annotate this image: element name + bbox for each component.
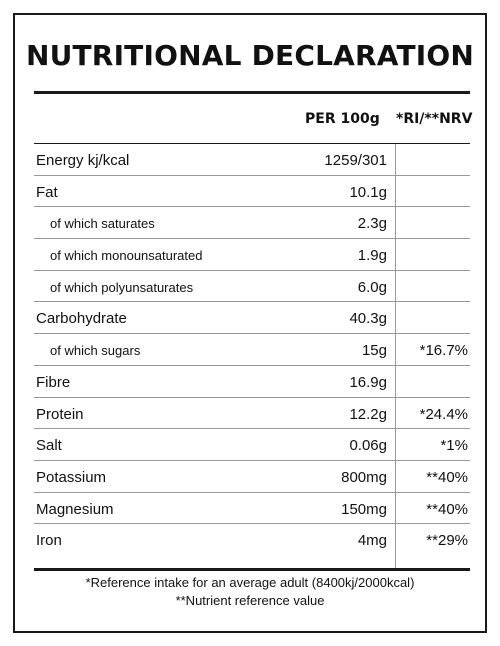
table-row: Energy kj/kcal 1259/301 — [34, 144, 470, 176]
nutrient-name: of which monounsaturated — [50, 248, 203, 264]
nutrition-table: Energy kj/kcal 1259/301 Fat 10.1g of which s… — [34, 144, 470, 556]
nutrition-panel: NUTRITIONAL DECLARATION PER 100g *RI/**N… — [13, 13, 487, 633]
nutrient-value: 40.3g — [349, 310, 387, 328]
nutrient-value: 6.0g — [357, 278, 387, 296]
nutrient-ri-nrv: *16.7% — [419, 342, 468, 360]
table-row: of which saturates 2.3g — [34, 207, 470, 240]
nutrient-name: Magnesium — [36, 500, 114, 518]
table-row: Fat 10.1g — [34, 176, 470, 208]
nutrient-value: 4mg — [357, 532, 387, 550]
table-row: of which sugars 15g *16.7% — [34, 334, 470, 366]
nutrient-value: 15g — [361, 342, 387, 360]
nutrient-value: 12.2g — [349, 405, 387, 423]
page-title: NUTRITIONAL DECLARATION — [25, 39, 475, 72]
nutrient-name: Iron — [36, 532, 62, 550]
header-divider — [34, 143, 470, 144]
table-row: Carbohydrate 40.3g — [34, 302, 470, 335]
nutrient-value: 150mg — [341, 500, 387, 518]
table-row: Salt 0.06g *1% — [34, 429, 470, 461]
nutrient-value: 1259/301 — [324, 152, 387, 169]
nutrient-name: Protein — [36, 405, 84, 423]
table-row: Fibre 16.9g — [34, 366, 470, 398]
nutrient-value: 16.9g — [349, 373, 387, 391]
nutrient-name: of which saturates — [50, 216, 155, 232]
table-row: of which monounsaturated 1.9g — [34, 239, 470, 271]
footer-divider — [34, 568, 470, 571]
nutrient-ri-nrv: *1% — [440, 437, 468, 455]
column-header-ri-nrv: *RI/**NRV — [396, 111, 473, 127]
footnote-reference-intake: *Reference intake for an average adult (… — [85, 575, 415, 590]
nutrient-name: Salt — [36, 437, 62, 455]
nutrient-name: Fibre — [36, 373, 71, 391]
nutrient-ri-nrv: **40% — [426, 500, 468, 518]
nutrient-name: Fat — [36, 183, 58, 201]
nutrient-name: Carbohydrate — [36, 310, 127, 328]
nutrient-value: 0.06g — [349, 437, 387, 455]
nutrient-name: Potassium — [36, 468, 107, 486]
title-divider — [34, 91, 470, 94]
nutrient-value: 800mg — [341, 468, 387, 486]
nutrient-name: Energy kj/kcal — [36, 152, 130, 169]
nutrient-name: of which sugars — [50, 343, 141, 359]
nutrient-name: of which polyunsaturates — [50, 279, 194, 295]
nutrient-ri-nrv: **29% — [426, 532, 468, 550]
footnote-nutrient-reference: **Nutrient reference value — [175, 593, 325, 608]
table-row: Protein 12.2g *24.4% — [34, 398, 470, 430]
nutrient-ri-nrv: **40% — [426, 468, 468, 486]
nutrient-value: 2.3g — [357, 215, 387, 233]
nutrient-value: 1.9g — [357, 247, 387, 265]
column-header-per-100g: PER 100g — [305, 111, 380, 127]
table-row: of which polyunsaturates 6.0g — [34, 271, 470, 303]
nutrient-value: 10.1g — [349, 183, 387, 201]
table-row: Magnesium 150mg **40% — [34, 493, 470, 525]
nutrient-ri-nrv: *24.4% — [419, 405, 468, 423]
column-divider — [395, 144, 396, 570]
table-row: Potassium 800mg **40% — [34, 461, 470, 493]
table-row: Iron 4mg **29% — [34, 524, 470, 556]
